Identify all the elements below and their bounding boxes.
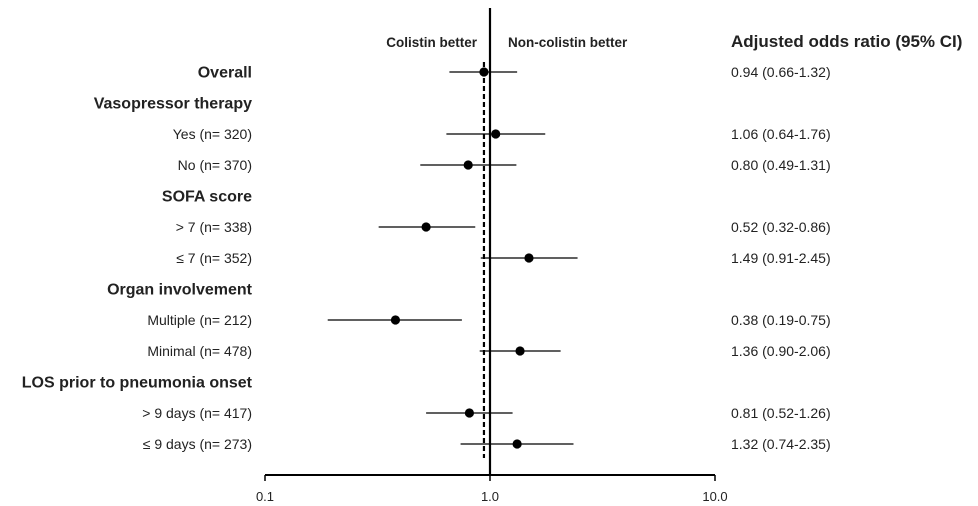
or-value: 0.81 (0.52-1.26) — [731, 405, 831, 421]
group-label: Overall — [198, 65, 252, 82]
or-value: 1.49 (0.91-2.45) — [731, 250, 831, 266]
point-estimate — [524, 253, 534, 263]
point-estimate — [515, 346, 525, 356]
forest-row: > 7 (n= 338) 0.52 (0.32-0.86) — [176, 219, 831, 235]
group-label: LOS prior to pneumonia onset — [22, 375, 253, 392]
forest-row: LOS prior to pneumonia onset — [22, 375, 253, 392]
group-label: Organ involvement — [107, 282, 253, 299]
forest-row: Yes (n= 320) 1.06 (0.64-1.76) — [173, 126, 831, 142]
subgroup-label: Multiple (n= 212) — [147, 312, 252, 328]
point-estimate — [479, 67, 489, 77]
x-tick-label: 0.1 — [256, 489, 274, 504]
forest-row: Minimal (n= 478) 1.36 (0.90-2.06) — [147, 343, 830, 359]
x-tick-label: 10.0 — [702, 489, 727, 504]
forest-row: Vasopressor therapy — [94, 96, 252, 113]
forest-row: SOFA score — [162, 189, 252, 206]
subgroup-label: Minimal (n= 478) — [147, 343, 252, 359]
forest-row: > 9 days (n= 417) 0.81 (0.52-1.26) — [142, 405, 830, 421]
or-value: 0.52 (0.32-0.86) — [731, 219, 831, 235]
forest-row: ≤ 9 days (n= 273) 1.32 (0.74-2.35) — [143, 436, 831, 452]
or-value: 0.94 (0.66-1.32) — [731, 64, 831, 80]
or-value: 1.32 (0.74-2.35) — [731, 436, 831, 452]
x-axis: 0.1 1.0 10.0 — [256, 474, 728, 504]
or-value: 1.36 (0.90-2.06) — [731, 343, 831, 359]
rows-layer: Overall 0.94 (0.66-1.32) Vasopressor thera… — [22, 8, 831, 475]
group-label: Vasopressor therapy — [94, 96, 252, 113]
point-estimate — [463, 160, 473, 170]
point-estimate — [491, 129, 501, 139]
x-tick-label: 1.0 — [481, 489, 499, 504]
subgroup-label: ≤ 9 days (n= 273) — [143, 436, 252, 452]
forest-row: ≤ 7 (n= 352) 1.49 (0.91-2.45) — [176, 250, 830, 266]
subgroup-label: > 9 days (n= 417) — [142, 405, 252, 421]
or-value: 0.38 (0.19-0.75) — [731, 312, 831, 328]
subgroup-label: Yes (n= 320) — [173, 126, 252, 142]
point-estimate — [464, 408, 475, 418]
forest-row: Organ involvement — [107, 282, 253, 299]
subgroup-label: > 7 (n= 338) — [176, 219, 252, 235]
forest-row: Overall 0.94 (0.66-1.32) — [198, 64, 831, 82]
direction-label-right: Non-colistin better — [508, 35, 628, 50]
or-value: 1.06 (0.64-1.76) — [731, 126, 831, 142]
direction-label-left: Colistin better — [386, 35, 478, 50]
forest-row: Multiple (n= 212) 0.38 (0.19-0.75) — [147, 312, 830, 328]
or-value: 0.80 (0.49-1.31) — [731, 157, 831, 173]
point-estimate — [512, 439, 522, 449]
point-estimate — [421, 222, 431, 232]
point-estimate — [390, 315, 401, 325]
or-column-header: Adjusted odds ratio (95% CI) — [731, 32, 962, 51]
subgroup-label: No (n= 370) — [178, 157, 252, 173]
forest-row: No (n= 370) 0.80 (0.49-1.31) — [178, 157, 831, 173]
subgroup-label: ≤ 7 (n= 352) — [176, 250, 252, 266]
group-label: SOFA score — [162, 189, 252, 206]
